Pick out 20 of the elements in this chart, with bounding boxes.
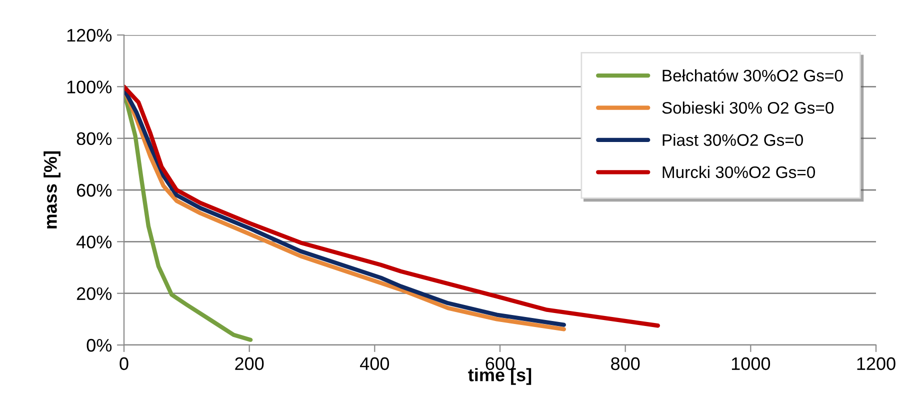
x-tick-label: 1000 — [732, 357, 770, 370]
legend-label: Sobieski 30% O2 Gs=0 — [662, 102, 834, 114]
legend-label: Bełchatów 30%O2 Gs=0 — [662, 69, 843, 82]
y-tick-label: 0% — [86, 338, 112, 352]
legend-label: Piast 30%O2 Gs=0 — [662, 134, 803, 146]
x-tick-label: 0 — [120, 357, 128, 370]
x-tick-label: 1200 — [857, 357, 896, 370]
y-tick-label: 20% — [76, 287, 112, 300]
y-tick-label: 100% — [67, 80, 112, 94]
x-tick-label: 600 — [486, 357, 514, 370]
y-tick-label: 60% — [76, 184, 112, 197]
line-series — [124, 84, 660, 328]
y-axis-title: mass [%] — [44, 151, 60, 228]
legend-label: Murcki 30%O2 Gs=0 — [662, 166, 816, 178]
y-tick-label: 40% — [76, 236, 112, 248]
x-tick-label: 400 — [360, 357, 390, 370]
y-tick-label: 80% — [76, 132, 112, 146]
x-tick-label: 200 — [235, 357, 264, 370]
y-tick-label: 120% — [67, 28, 112, 42]
x-tick-label: 800 — [611, 357, 640, 370]
